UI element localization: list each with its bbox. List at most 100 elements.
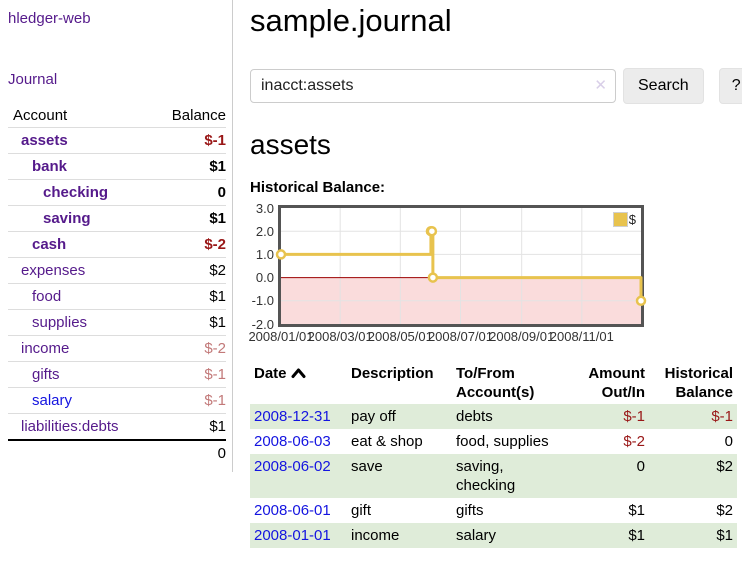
account-row: saving $1: [8, 205, 226, 232]
transaction-description: eat & shop: [351, 433, 423, 450]
y-axis-tick-label: 1.0: [255, 246, 274, 262]
register-header-to-from-account-s-: To/From Account(s): [456, 365, 535, 401]
legend-label: $: [628, 212, 636, 227]
account-link-cash[interactable]: cash: [32, 236, 67, 253]
transaction-row: 2008-06-01 gift gifts $1 $2: [250, 498, 737, 523]
accounts-total-row: 0: [8, 440, 226, 466]
accounts-header-balance: Balance: [171, 107, 226, 124]
account-link-assets[interactable]: assets: [21, 132, 68, 149]
x-axis-tick-label: 2008/07/01: [427, 329, 494, 344]
transaction-row: 2008-12-31 pay off debts $-1 $-1: [250, 404, 737, 429]
search-button[interactable]: Search: [623, 68, 704, 104]
y-axis-tick-label: 3.0: [255, 200, 274, 216]
account-balance: $1: [209, 210, 226, 227]
transaction-description: income: [351, 527, 400, 544]
account-balance: $1: [209, 158, 226, 175]
chart-plot-area: $: [275, 205, 647, 327]
transaction-balance: $2: [716, 502, 733, 519]
account-row: bank $1: [8, 153, 226, 180]
transaction-amount: $-1: [623, 408, 645, 425]
x-axis-tick-label: 2008/01/01: [248, 329, 314, 344]
help-button[interactable]: ?: [718, 68, 742, 104]
account-balance: $1: [209, 314, 226, 331]
account-row: liabilities:debts $1: [8, 413, 226, 441]
transaction-accounts: gifts: [456, 502, 484, 519]
x-axis-tick-label: 2008/03/01: [307, 329, 373, 344]
y-axis-tick-label: 2.0: [255, 223, 274, 239]
account-balance: 0: [217, 184, 226, 201]
register-header-date[interactable]: Date: [250, 362, 347, 404]
account-row: assets $-1: [8, 128, 226, 154]
sidebar-item-journal[interactable]: Journal: [8, 71, 58, 88]
register-header-historical-balance: Historical Balance: [664, 365, 733, 401]
account-row: food $1: [8, 283, 226, 310]
accounts-total-spacer: [8, 440, 154, 466]
sidebar: hledger-web Journal Account Balance asse…: [0, 0, 233, 472]
transaction-row: 2008-01-01 income salary $1 $1: [250, 523, 737, 548]
transaction-description: save: [351, 458, 383, 475]
account-link-income[interactable]: income: [21, 340, 70, 357]
transaction-date-link[interactable]: 2008-01-01: [254, 527, 331, 544]
account-link-gifts[interactable]: gifts: [32, 366, 60, 383]
account-link-checking[interactable]: checking: [43, 184, 109, 201]
account-row: checking 0: [8, 179, 226, 206]
account-link-salary[interactable]: salary: [32, 392, 73, 409]
account-balance: $1: [209, 288, 226, 305]
x-axis-tick-label: 2008/11/01: [549, 329, 614, 344]
transaction-amount: 0: [636, 458, 645, 475]
search-input[interactable]: [250, 69, 616, 103]
account-balance: $-2: [204, 236, 226, 253]
account-link-supplies[interactable]: supplies: [32, 314, 88, 331]
accounts-table: Account Balance assets $-1 bank $1 checking 0…: [8, 104, 226, 466]
clear-search-icon[interactable]: ✕: [594, 77, 607, 94]
page-title: sample.journal: [250, 3, 452, 38]
x-axis-tick-label: 2008/05/01: [367, 329, 433, 344]
accounts-body: assets $-1 bank $1 checking 0 saving $1 cash $-2 e…: [8, 128, 226, 441]
sort-ascending-icon: [291, 368, 306, 378]
transaction-amount: $1: [628, 502, 645, 519]
historical-balance-chart: $ 3.0 2.0 1.0 0.0 -1.0 -2.0 2008/01/01 2008/03/…: [248, 200, 670, 344]
account-link-expenses[interactable]: expenses: [21, 262, 86, 279]
register-header-description: Description: [351, 365, 434, 382]
account-row: gifts $-1: [8, 361, 226, 388]
transaction-balance: $-1: [711, 408, 733, 425]
register-header-row: Date Description To/From Account(s) Amount …: [250, 362, 737, 404]
transaction-date-link[interactable]: 2008-06-03: [254, 433, 331, 450]
y-axis-tick-label: -1.0: [251, 293, 274, 309]
accounts-total-value: 0: [217, 445, 226, 462]
account-link-saving[interactable]: saving: [43, 210, 91, 227]
account-row: cash $-2: [8, 231, 226, 258]
account-row: expenses $2: [8, 257, 226, 284]
chart-title: Historical Balance:: [250, 179, 386, 196]
transaction-balance: $1: [716, 527, 733, 544]
account-link-food[interactable]: food: [32, 288, 62, 305]
account-link-liabilities-debts[interactable]: liabilities:debts: [21, 418, 119, 435]
transaction-row: 2008-06-02 save saving, checking 0 $2: [250, 454, 737, 498]
account-row: salary $-1: [8, 387, 226, 414]
account-row: supplies $1: [8, 309, 226, 336]
app-title-link[interactable]: hledger-web: [8, 10, 91, 27]
account-balance: $-1: [204, 132, 226, 149]
transaction-date-link[interactable]: 2008-06-02: [254, 458, 331, 475]
account-link-bank[interactable]: bank: [32, 158, 68, 175]
search-form: ✕ Search ?: [250, 68, 742, 104]
transaction-accounts: food, supplies: [456, 433, 549, 450]
transaction-row: 2008-06-03 eat & shop food, supplies $-2 0: [250, 429, 737, 454]
transaction-date-link[interactable]: 2008-12-31: [254, 408, 331, 425]
transaction-amount: $1: [628, 527, 645, 544]
accounts-header-account: Account: [13, 107, 68, 124]
y-axis-tick-label: -2.0: [251, 316, 274, 332]
register-body: 2008-12-31 pay off debts $-1 $-1 2008-06-03 ea…: [250, 404, 737, 548]
account-balance: $-1: [204, 366, 226, 383]
transaction-description: pay off: [351, 408, 396, 425]
register-header-amount-out-in: Amount Out/In: [588, 365, 645, 401]
legend-swatch-icon: [612, 212, 628, 227]
register-table: Date Description To/From Account(s) Amount …: [250, 362, 737, 548]
transaction-accounts: saving, checking: [456, 458, 516, 494]
transaction-balance: $2: [716, 458, 733, 475]
transaction-description: gift: [351, 502, 372, 519]
account-balance: $-1: [204, 392, 226, 409]
transaction-amount: $-2: [623, 433, 645, 450]
transaction-date-link[interactable]: 2008-06-01: [254, 502, 331, 519]
chart-legend: $: [612, 212, 636, 227]
